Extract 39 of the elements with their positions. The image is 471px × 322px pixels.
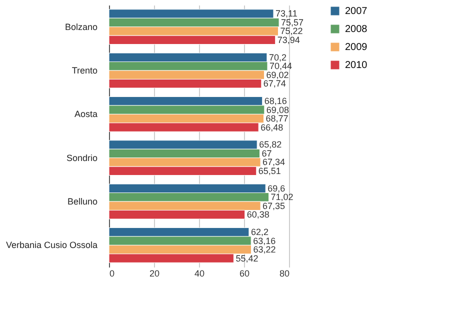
x-tick-label: 0 bbox=[110, 268, 115, 278]
data-label: 75,57 bbox=[281, 17, 304, 28]
data-label: 73,94 bbox=[277, 34, 300, 45]
y-tick-label: Verbania Cusio Ossola bbox=[6, 240, 98, 250]
y-tick-label: Belluno bbox=[67, 196, 98, 206]
x-tick-label: 60 bbox=[239, 268, 250, 278]
data-label: 70,2 bbox=[268, 52, 286, 62]
legend-label: 2009 bbox=[345, 42, 368, 53]
x-tick-label: 40 bbox=[194, 268, 205, 278]
legend-label: 2008 bbox=[345, 24, 368, 35]
y-tick-label: Bolzano bbox=[64, 22, 98, 32]
data-label: 75,22 bbox=[280, 26, 303, 36]
data-label: 62,2 bbox=[250, 227, 268, 238]
data-label: 69,08 bbox=[266, 104, 289, 115]
data-label: 67,35 bbox=[262, 200, 286, 211]
data-label: 66,48 bbox=[260, 122, 284, 132]
data-label: 68,16 bbox=[264, 96, 287, 106]
y-tick-label: Sondrio bbox=[66, 152, 98, 163]
data-label: 63,22 bbox=[253, 244, 276, 255]
data-label: 55,42 bbox=[236, 253, 258, 264]
data-label: 69,02 bbox=[266, 70, 289, 80]
data-label: 63,16 bbox=[253, 236, 276, 246]
x-tick-label: 80 bbox=[279, 268, 290, 278]
x-tick-label: 20 bbox=[149, 268, 160, 278]
data-label: 73,11 bbox=[275, 8, 298, 19]
data-label: 60,38 bbox=[246, 210, 270, 220]
data-label: 67,74 bbox=[263, 78, 286, 89]
legend-label: 2007 bbox=[345, 6, 368, 17]
data-label: 67,34 bbox=[262, 157, 286, 168]
y-tick-label: Trento bbox=[72, 66, 98, 76]
data-label: 69,6 bbox=[268, 183, 286, 194]
data-label: 68,77 bbox=[266, 114, 288, 124]
y-tick-label: Aosta bbox=[74, 109, 98, 120]
legend-label: 2010 bbox=[345, 60, 368, 71]
data-label: 67 bbox=[262, 148, 272, 158]
data-label: 65,82 bbox=[259, 140, 282, 150]
data-label: 65,51 bbox=[258, 166, 281, 176]
data-label: 71,02 bbox=[270, 192, 294, 202]
data-label: 70,44 bbox=[269, 61, 292, 72]
